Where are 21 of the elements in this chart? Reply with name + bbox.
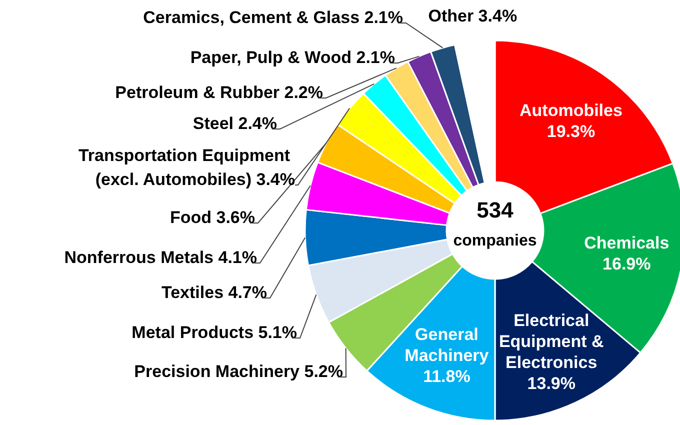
slice-label: Electrical Equipment & Electronics [498,311,604,372]
slice-label: Steel 2.4% [192,114,277,133]
slice-label: Metal Products 5.1% [132,323,297,342]
slice-label: Ceramics, Cement & Glass 2.1% [143,8,403,27]
slice-label: Other 3.4% [428,6,518,26]
slice-label: General Machinery [404,325,490,366]
slice-label: Paper, Pulp & Wood 2.1% [190,48,395,67]
data-label: 11.8% [423,367,470,386]
data-label: 16.9% [602,254,651,274]
slice-label: Precision Machinery 5.2% [134,362,343,381]
data-label: 19.3% [546,122,596,142]
data-label: 13.9% [527,374,576,394]
text: companies [453,232,537,250]
slice-label: Nonferrous Metals 4.1% [64,248,257,267]
slice-label: Transportation Equipment (excl. Automobiles) 3.4% [78,146,295,189]
slice-label: Petroleum & Rubber 2.2% [115,83,323,102]
slice-label: Food 3.6% [170,208,255,227]
text: 534 [476,198,514,222]
slice-label: Textiles 4.7% [161,283,267,302]
slice-label: Automobiles [519,101,622,120]
slice-label: Chemicals [584,234,670,252]
